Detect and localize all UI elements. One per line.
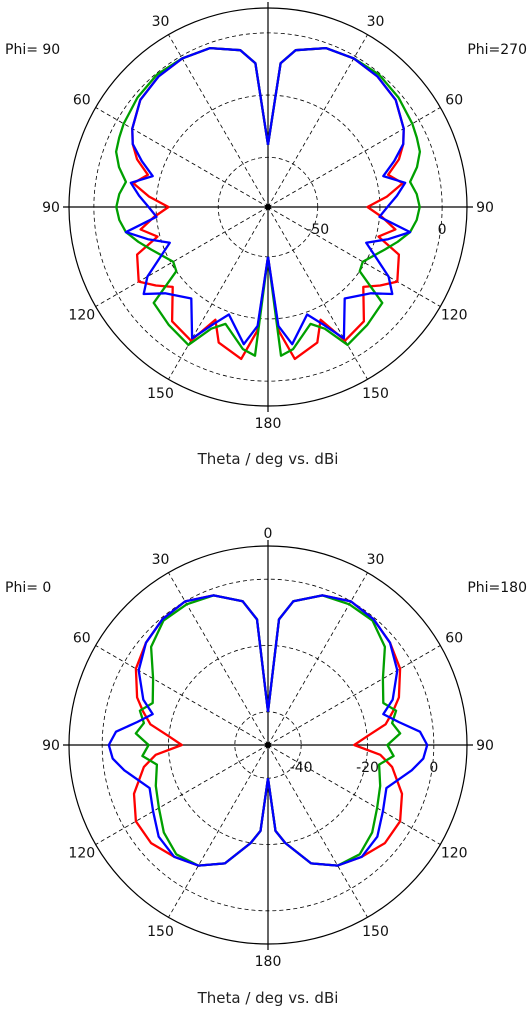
angular-grid-spoke — [267, 744, 441, 845]
theta-tick-label: 30 — [152, 552, 170, 568]
angular-grid-spoke — [267, 744, 368, 918]
theta-tick-label: 150 — [362, 386, 389, 402]
theta-tick-label: 60 — [445, 631, 463, 647]
radial-tick-label: -50 — [306, 222, 329, 238]
theta-tick-label: 180 — [255, 954, 282, 970]
angular-grid-spoke — [95, 107, 269, 208]
series-line-right — [266, 46, 412, 346]
series-line-left — [124, 46, 270, 346]
theta-tick-label: 90 — [42, 738, 60, 754]
angular-grid-spoke — [168, 206, 269, 380]
angular-grid-spoke — [168, 744, 269, 918]
theta-tick-label: 150 — [362, 924, 389, 940]
angular-grid-spoke — [267, 206, 441, 307]
theta-tick-label: 0 — [264, 0, 273, 4]
radial-tick-label: -40 — [290, 760, 313, 776]
theta-tick-label: 60 — [73, 93, 91, 109]
series-line-right — [266, 594, 429, 867]
theta-tick-label: 90 — [42, 200, 60, 216]
theta-tick-label: 120 — [68, 308, 95, 324]
series-line-left — [114, 46, 270, 357]
radial-tick-label: 0 — [438, 222, 447, 238]
theta-tick-label: 120 — [68, 846, 95, 862]
angular-grid-spoke — [168, 572, 269, 746]
series-line-right — [266, 46, 422, 357]
theta-tick-label: 60 — [73, 631, 91, 647]
theta-tick-label: 150 — [147, 924, 174, 940]
polar-center-point — [265, 742, 271, 748]
theta-tick-label: 0 — [264, 526, 273, 542]
theta-tick-label: 30 — [367, 14, 385, 30]
series-line-left — [132, 594, 270, 867]
polar-chart-bottom: 0 30 30 60 60 90 90 120 120 150 150 180 -40 -20 0 Phi= … — [5, 526, 527, 1007]
radial-tick-label: 0 — [429, 760, 438, 776]
series-line-left — [107, 594, 270, 867]
angular-grid-spoke — [95, 645, 269, 746]
theta-tick-label: 90 — [476, 738, 494, 754]
phi-right-label: Phi=180 — [467, 580, 527, 596]
phi-left-label: Phi= 0 — [5, 580, 51, 596]
polar-center-point — [265, 204, 271, 210]
angular-grid-spoke — [95, 744, 269, 845]
series-line-left — [131, 46, 270, 361]
angular-grid-spoke — [267, 206, 368, 380]
angular-grid-spoke — [267, 572, 368, 746]
series-line-right — [266, 46, 405, 361]
angular-grid-spoke — [267, 34, 368, 208]
phi-right-label: Phi=270 — [467, 42, 527, 58]
chart-title: Theta / deg vs. dBi — [197, 450, 339, 468]
radial-tick-label: -20 — [356, 760, 379, 776]
angular-grid-spoke — [168, 34, 269, 208]
angular-grid-spoke — [267, 107, 441, 208]
theta-tick-label: 150 — [147, 386, 174, 402]
series-line-right — [266, 594, 404, 867]
theta-tick-label: 120 — [441, 846, 468, 862]
theta-tick-label: 60 — [445, 93, 463, 109]
theta-tick-label: 30 — [367, 552, 385, 568]
theta-tick-label: 180 — [255, 416, 282, 432]
chart-title: Theta / deg vs. dBi — [197, 989, 339, 1007]
phi-left-label: Phi= 90 — [5, 42, 60, 58]
polar-chart-top: 0 30 30 60 60 90 90 120 120 150 150 180 -50 0 Phi= 90 P… — [5, 0, 527, 468]
angular-grid-spoke — [95, 206, 269, 307]
theta-tick-label: 30 — [152, 14, 170, 30]
theta-tick-label: 90 — [476, 200, 494, 216]
theta-tick-label: 120 — [441, 308, 468, 324]
angular-grid-spoke — [267, 645, 441, 746]
